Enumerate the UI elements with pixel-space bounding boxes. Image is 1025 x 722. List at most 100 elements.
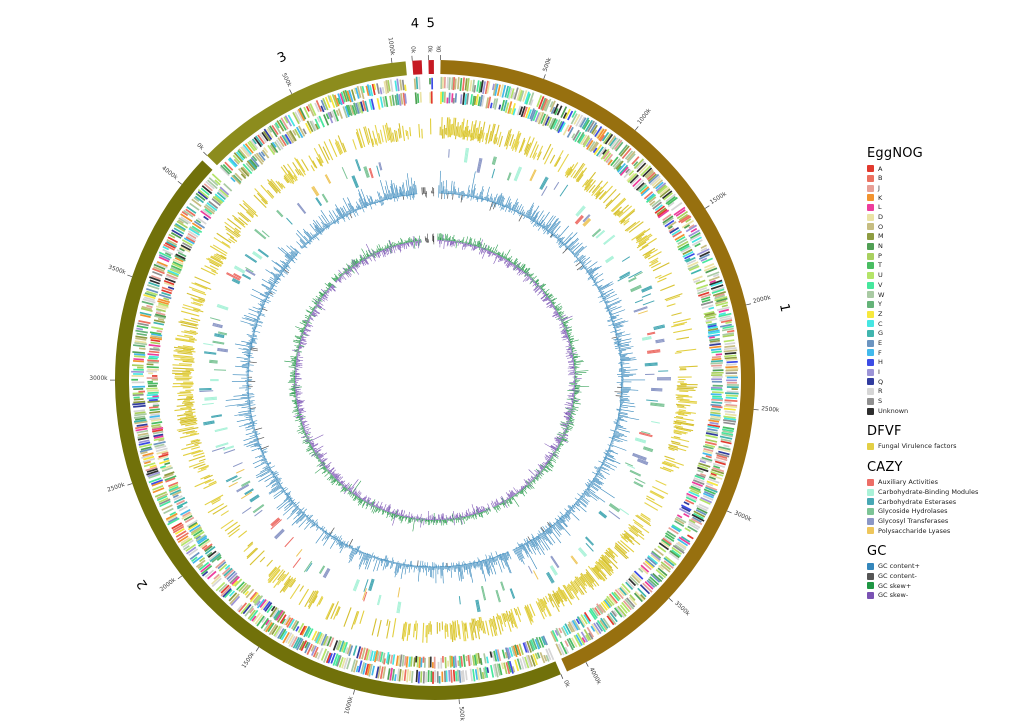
legend-item: GC skew- bbox=[867, 591, 1023, 601]
legend-item-label: Glycosyl Transferases bbox=[878, 516, 949, 525]
legend-item: T bbox=[867, 261, 1023, 271]
legend-item-label: S bbox=[878, 397, 883, 406]
legend-item-label: Carbohydrate Esterases bbox=[878, 497, 957, 506]
svg-text:3000k: 3000k bbox=[89, 376, 108, 382]
legend-swatch-icon bbox=[867, 488, 874, 496]
legend-item-label: Unknown bbox=[878, 406, 909, 415]
legend-item: Z bbox=[867, 309, 1023, 319]
legend-item: GC skew+ bbox=[867, 581, 1023, 591]
legend-swatch-icon bbox=[867, 300, 874, 308]
gc-skew-track bbox=[284, 233, 590, 532]
legend-swatch-icon bbox=[867, 563, 874, 571]
legend-item-label: L bbox=[878, 203, 882, 212]
legend-swatch-icon bbox=[867, 175, 874, 183]
legend-swatch-icon bbox=[867, 368, 874, 376]
legend-swatch-icon bbox=[867, 252, 874, 260]
legend-item-label: U bbox=[878, 271, 883, 280]
svg-text:2000k: 2000k bbox=[752, 295, 772, 305]
scale-ticks: 0k 500k 1000k 1500k 2000k 2500k 3000k 3 500k 4000… bbox=[89, 37, 780, 722]
legend-item: S bbox=[867, 397, 1023, 407]
legend-swatch-icon bbox=[867, 281, 874, 289]
gc-content-track bbox=[225, 170, 646, 584]
legend-item-label: B bbox=[878, 174, 883, 183]
legend-item-label: N bbox=[878, 242, 883, 251]
legend-section-title: EggNOG bbox=[867, 146, 923, 161]
legend-item: GC content+ bbox=[867, 562, 1023, 572]
legend-swatch-icon bbox=[867, 507, 874, 515]
svg-text:2500k: 2500k bbox=[761, 406, 780, 414]
legend-swatch-icon bbox=[867, 592, 874, 600]
legend-item: I bbox=[867, 367, 1023, 377]
svg-text:0k: 0k bbox=[562, 680, 571, 689]
legend-item-label: Glycoside Hydrolases bbox=[878, 507, 948, 516]
legend-item-label: A bbox=[878, 164, 883, 173]
legend-item-label: Carbohydrate-Binding Modules bbox=[878, 487, 979, 496]
legend-section-title: CAZY bbox=[867, 459, 903, 475]
legend-swatch-icon bbox=[867, 388, 874, 396]
legend-item: G bbox=[867, 329, 1023, 339]
legend-item: J bbox=[867, 183, 1023, 193]
legend-item: Fungal Virulence factors bbox=[867, 442, 1023, 452]
legend-item: N bbox=[867, 242, 1023, 252]
legend-item-label: G bbox=[878, 329, 884, 338]
legend-section-cazy: CAZY Auxiliary Activities Carbohydrate-Bin… bbox=[867, 460, 1023, 536]
cazy-track bbox=[199, 147, 672, 614]
legend-item-label: Polysaccharide Lyases bbox=[878, 526, 951, 535]
legend-item: F bbox=[867, 348, 1023, 358]
legend-swatch-icon bbox=[867, 349, 874, 357]
legend-item-label: D bbox=[878, 213, 884, 222]
legend-section-eggnog: EggNOG A B J K L D O M N P T U V W Y Z C G E F H I Q R S Unknown bbox=[867, 146, 1023, 416]
legend-item: Glycosyl Transferases bbox=[867, 516, 1023, 526]
legend-item: B bbox=[867, 174, 1023, 184]
svg-text:500k: 500k bbox=[458, 706, 465, 721]
svg-text:2: 2 bbox=[134, 576, 151, 591]
legend-panel: EggNOG A B J K L D O M N P T U V W Y Z C G E F H I Q R S Unknown DF… bbox=[867, 146, 1023, 600]
svg-text:0k: 0k bbox=[409, 46, 416, 54]
legend-swatch-icon bbox=[867, 498, 874, 506]
legend-swatch-icon bbox=[867, 271, 874, 279]
legend-item: W bbox=[867, 290, 1023, 300]
legend-item: Carbohydrate-Binding Modules bbox=[867, 487, 1023, 497]
legend-swatch-icon bbox=[867, 572, 874, 580]
svg-text:0k: 0k bbox=[426, 45, 432, 53]
legend-item-label: R bbox=[878, 387, 883, 396]
legend-item-label: Z bbox=[878, 309, 883, 318]
legend-swatch-icon bbox=[867, 407, 874, 415]
ideogram-ring bbox=[115, 60, 756, 700]
legend-item: Polysaccharide Lyases bbox=[867, 526, 1023, 536]
legend-item: E bbox=[867, 338, 1023, 348]
legend-section-title: GC bbox=[867, 543, 887, 559]
legend-section-dfvf: DFVF Fungal Virulence factors bbox=[867, 424, 1023, 452]
svg-text:1500k: 1500k bbox=[709, 191, 728, 206]
legend-item-label: C bbox=[878, 319, 883, 328]
legend-item: Y bbox=[867, 300, 1023, 310]
legend-swatch-icon bbox=[867, 291, 874, 299]
svg-text:1000k: 1000k bbox=[637, 107, 653, 125]
svg-text:3: 3 bbox=[275, 49, 289, 66]
legend-item: Carbohydrate Esterases bbox=[867, 497, 1023, 507]
legend-item: C bbox=[867, 319, 1023, 329]
legend-swatch-icon bbox=[867, 527, 874, 535]
svg-text:500k: 500k bbox=[542, 56, 553, 72]
svg-text:1000k: 1000k bbox=[387, 37, 395, 56]
legend-item-label: K bbox=[878, 193, 883, 202]
legend-item-label: GC skew- bbox=[878, 591, 909, 600]
legend-swatch-icon bbox=[867, 339, 874, 347]
legend-swatch-icon bbox=[867, 184, 874, 192]
legend-swatch-icon bbox=[867, 330, 874, 338]
legend-item-label: J bbox=[878, 183, 880, 192]
legend-swatch-icon bbox=[867, 242, 874, 250]
dfvf-track bbox=[172, 117, 698, 643]
legend-item: Unknown bbox=[867, 406, 1023, 416]
legend-item-label: T bbox=[878, 261, 882, 270]
legend-item-label: GC skew+ bbox=[878, 581, 912, 590]
svg-text:4000k: 4000k bbox=[160, 165, 179, 181]
legend-item: O bbox=[867, 222, 1023, 232]
legend-swatch-icon bbox=[867, 223, 874, 231]
legend-item-label: M bbox=[878, 232, 884, 241]
legend-swatch-icon bbox=[867, 194, 874, 202]
legend-item-label: F bbox=[878, 348, 882, 357]
svg-text:5: 5 bbox=[426, 16, 434, 31]
legend-item: M bbox=[867, 232, 1023, 242]
